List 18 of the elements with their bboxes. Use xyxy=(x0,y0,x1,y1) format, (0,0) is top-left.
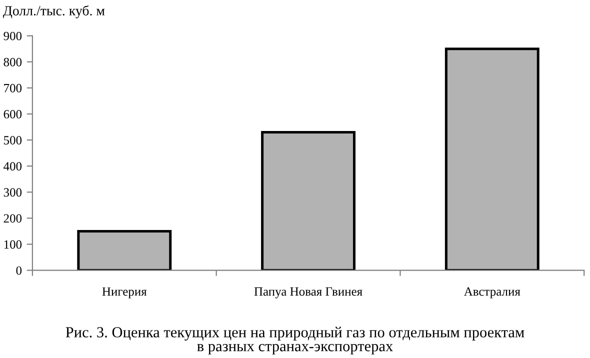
y-tick-label: 100 xyxy=(4,240,22,249)
y-tick-label: 300 xyxy=(4,188,22,197)
y-tick-label: 0 xyxy=(16,266,22,275)
y-tick-label: 700 xyxy=(4,84,22,92)
y-tick-label: 600 xyxy=(4,110,22,118)
y-tick-label: 200 xyxy=(4,214,22,223)
y-tick-label: 800 xyxy=(4,58,22,66)
x-tick-label: Нигерия xyxy=(102,287,147,298)
x-tick-label: Папуа Новая Гвинея xyxy=(254,287,362,298)
text: Рис. 3. Оценка текущих цен на природный газ по отдельным проектам в разных странах-экспортерах xyxy=(66,326,524,354)
bar xyxy=(77,230,172,270)
y-tick-label: 400 xyxy=(4,162,22,171)
bar xyxy=(261,130,356,270)
y-tick-label: 500 xyxy=(4,136,22,144)
bar xyxy=(444,48,540,270)
x-tick-label: Австралия xyxy=(464,287,520,298)
y-tick-label: 900 xyxy=(4,32,22,40)
y-axis-title: Долл./тыс. куб. м xyxy=(3,5,105,18)
